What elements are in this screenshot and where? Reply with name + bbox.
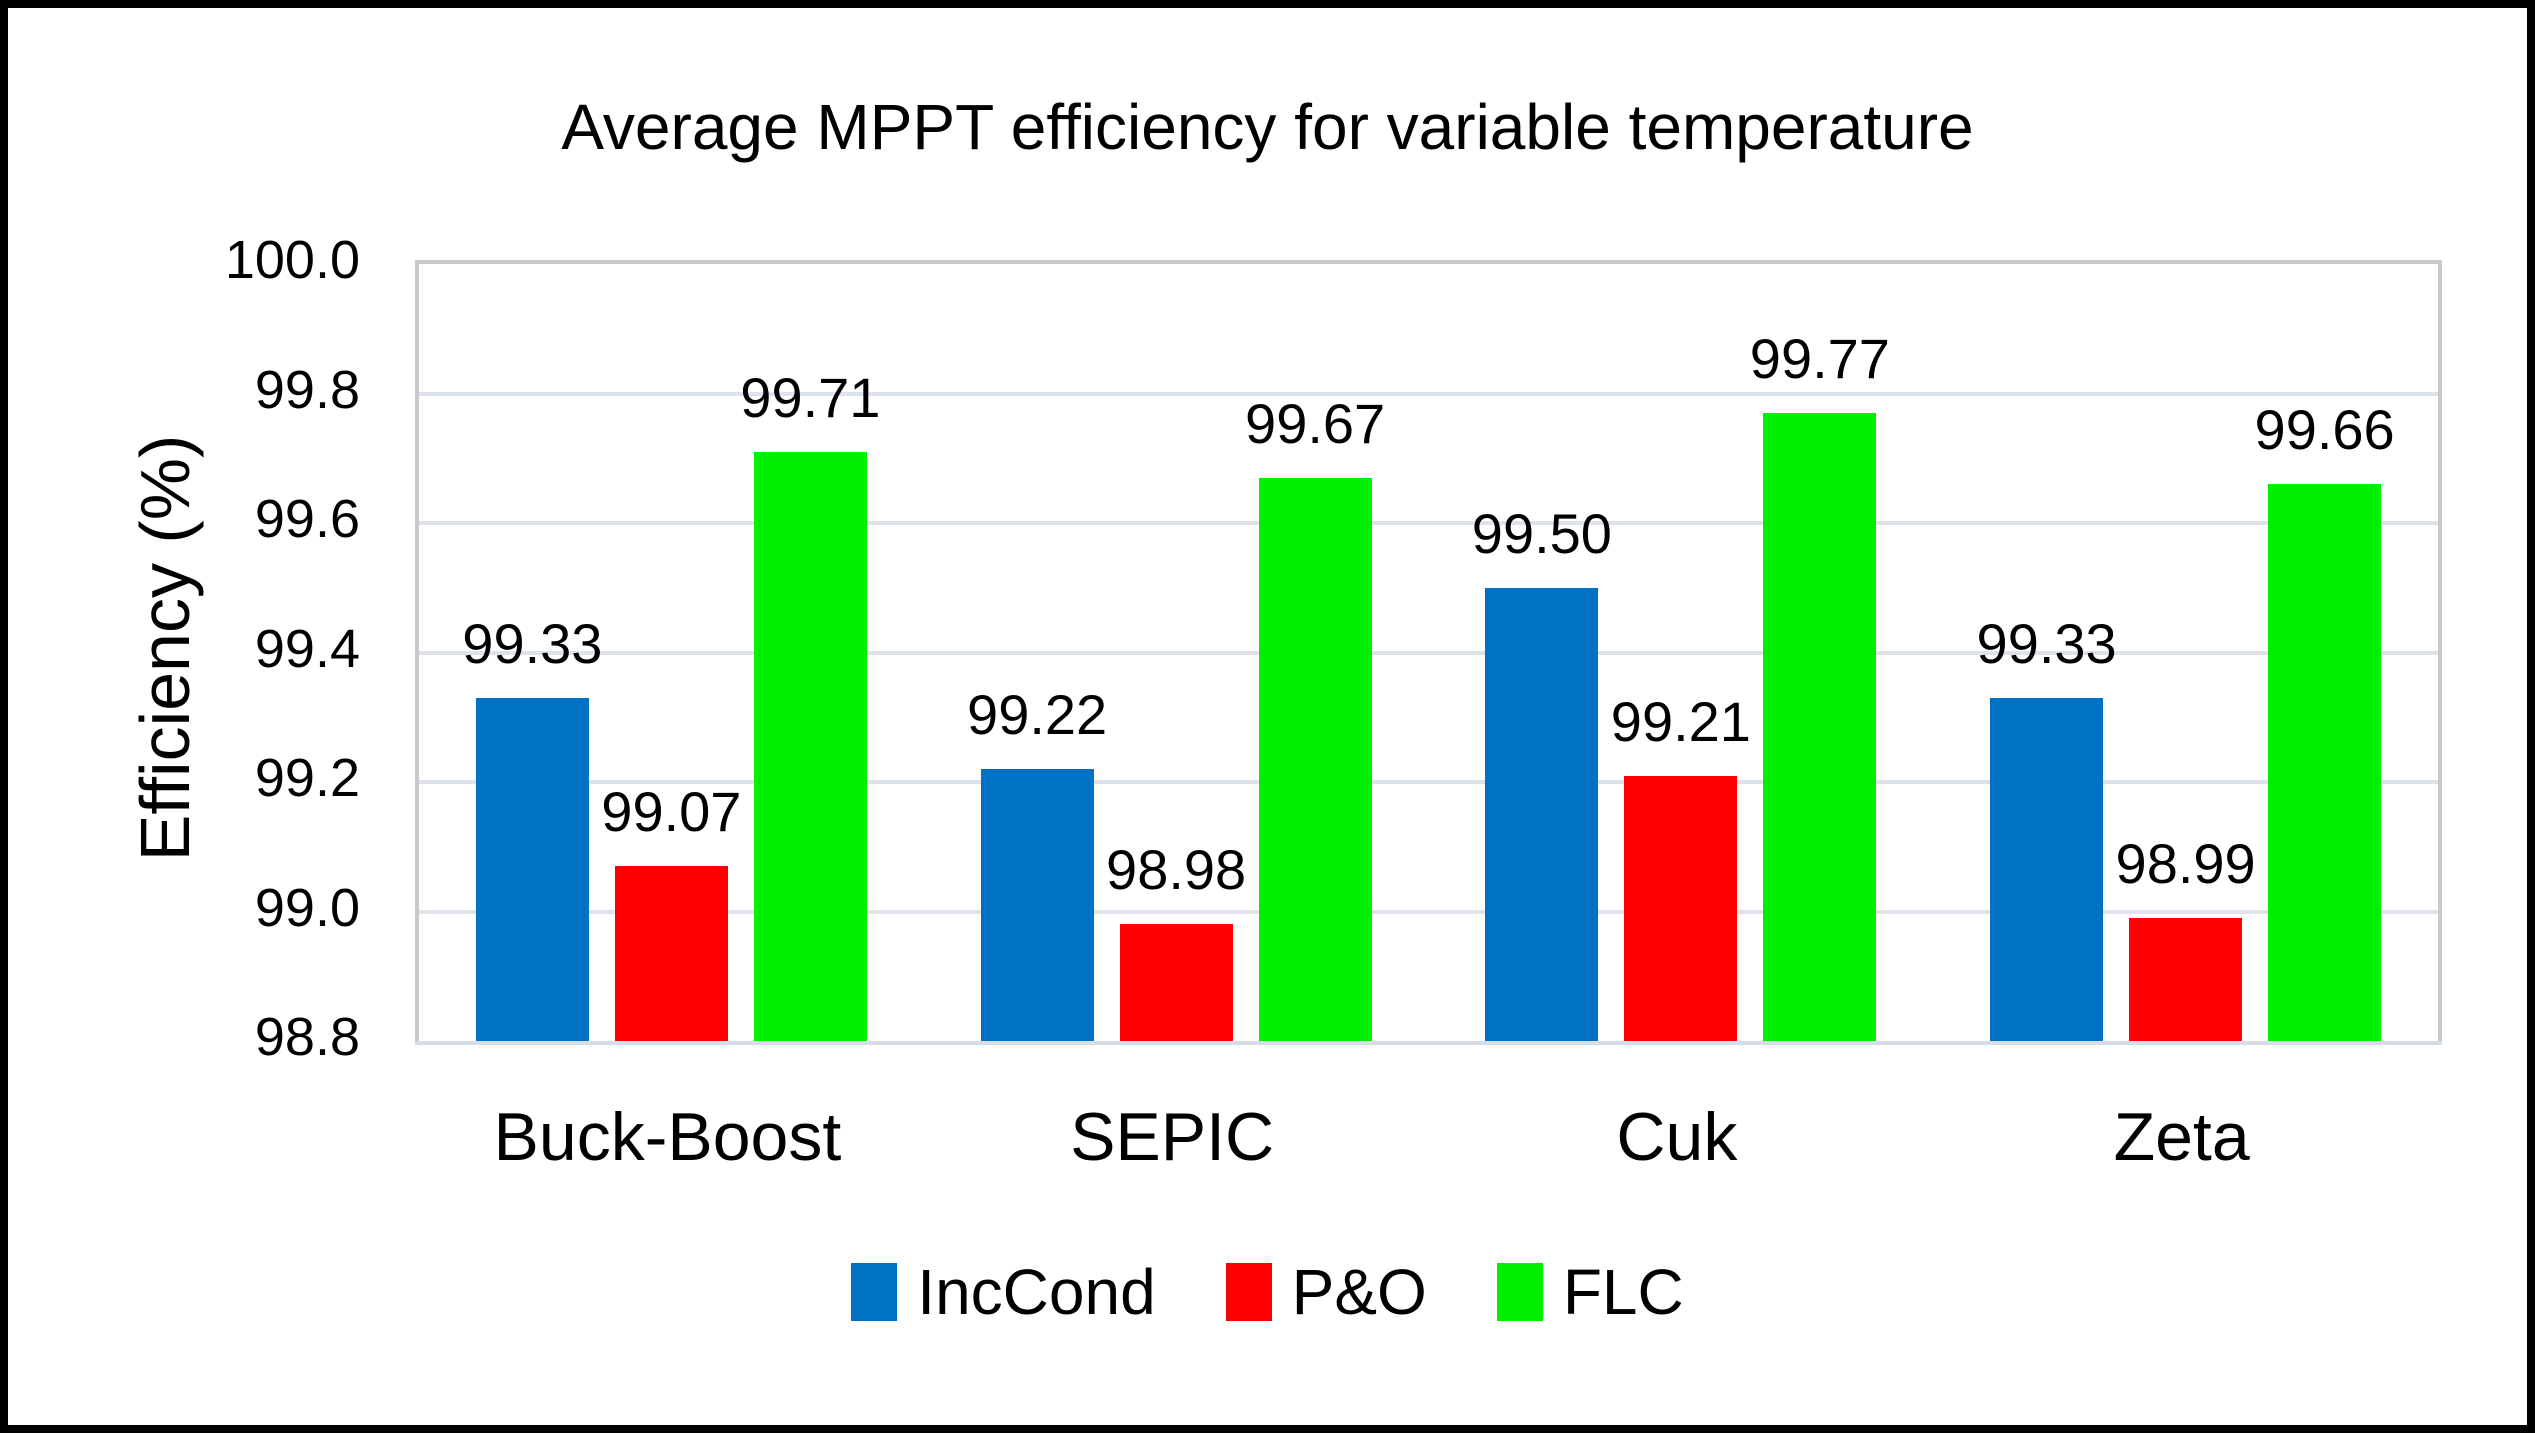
- x-axis-category-label: Buck-Boost: [493, 1099, 842, 1175]
- legend-item-IncCond: IncCond: [851, 1256, 1156, 1328]
- bar-IncCond-SEPIC: [980, 769, 1094, 1041]
- bar-FLC-Cuk: [1763, 412, 1877, 1041]
- legend-swatch: [851, 1263, 898, 1321]
- bar-value-label: 99.67: [1245, 391, 1386, 455]
- gridline: [419, 780, 2438, 784]
- y-tick-label: 99.0: [254, 877, 360, 938]
- bar-value-label: 98.99: [2115, 831, 2256, 895]
- bar-value-label: 99.22: [967, 683, 1108, 747]
- bar-value-label: 99.33: [462, 611, 603, 675]
- bar-PO-BuckBoost: [614, 866, 728, 1041]
- bar-value-label: 99.66: [2254, 398, 2395, 462]
- chart-title: Average MPPT efficiency for variable tem…: [561, 91, 1974, 163]
- y-tick-label: 99.6: [254, 489, 360, 549]
- gridline: [419, 391, 2438, 396]
- bar-PO-Zeta: [2129, 917, 2243, 1041]
- bar-value-label: 99.33: [1976, 611, 2117, 675]
- bar-IncCond-Cuk: [1485, 587, 1599, 1041]
- plot-area: 99.33 99.07 99.71 99.22 98.98 99.67 99.50 99.21…: [415, 260, 2442, 1045]
- bar-value-label: 99.77: [1749, 326, 1890, 390]
- bar-PO-Cuk: [1624, 775, 1738, 1041]
- legend-item-PO: P&O: [1225, 1256, 1427, 1328]
- gridline: [419, 521, 2438, 525]
- bar-IncCond-BuckBoost: [475, 697, 589, 1041]
- legend-label: FLC: [1562, 1256, 1684, 1328]
- bar-IncCond-Zeta: [1990, 697, 2104, 1041]
- bar-value-label: 99.50: [1471, 501, 1612, 565]
- x-axis-category-label: Cuk: [1616, 1099, 1738, 1175]
- legend-label: IncCond: [917, 1256, 1156, 1328]
- legend-swatch: [1496, 1263, 1543, 1321]
- x-axis-line: [415, 1041, 2442, 1045]
- x-axis-category-label: SEPIC: [1070, 1099, 1275, 1175]
- bar-value-label: 99.71: [740, 365, 881, 429]
- legend-item-FLC: FLC: [1496, 1256, 1684, 1328]
- y-tick-label: 99.4: [254, 618, 360, 679]
- bar-value-label: 98.98: [1106, 838, 1247, 902]
- y-tick-label: 100.0: [224, 230, 360, 290]
- bar-value-label: 99.21: [1610, 689, 1751, 753]
- legend-swatch: [1225, 1263, 1272, 1321]
- y-tick-label: 98.8: [254, 1007, 360, 1067]
- bar-FLC-Zeta: [2268, 484, 2382, 1041]
- y-tick-label: 99.2: [254, 748, 360, 808]
- gridline: [419, 909, 2438, 914]
- legend-label: P&O: [1291, 1256, 1427, 1328]
- y-tick-label: 99.8: [254, 359, 360, 420]
- gridline: [419, 650, 2438, 655]
- x-axis-category-label: Zeta: [2113, 1099, 2250, 1175]
- bar-PO-SEPIC: [1119, 924, 1233, 1041]
- legend: IncCond P&O FLC: [8, 1260, 2527, 1324]
- bar-FLC-SEPIC: [1258, 477, 1372, 1041]
- bar-FLC-BuckBoost: [753, 451, 867, 1041]
- bar-value-label: 99.07: [601, 780, 742, 844]
